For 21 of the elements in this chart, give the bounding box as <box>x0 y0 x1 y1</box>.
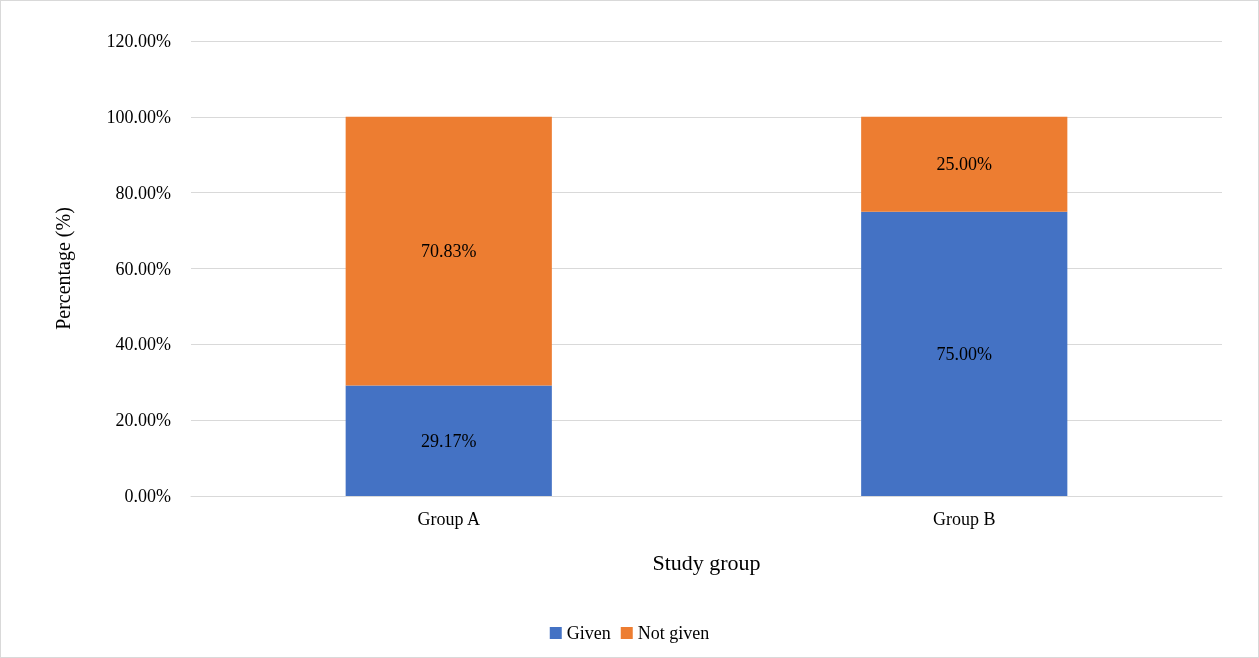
legend-label: Given <box>566 623 611 643</box>
x-tick-label: Group B <box>933 509 996 529</box>
x-tick-label: Group A <box>417 509 480 529</box>
y-tick-label: 0.00% <box>124 486 171 506</box>
bar <box>861 116 1068 212</box>
data-label: 70.83% <box>421 241 477 262</box>
legend-label: Not given <box>637 623 710 643</box>
data-label: 29.17% <box>421 430 477 451</box>
y-tick-label: 40.00% <box>115 334 171 355</box>
y-tick-label: 60.00% <box>115 258 171 279</box>
y-tick-label: 120.00% <box>106 31 171 51</box>
y-tick-label: 20.00% <box>115 410 171 431</box>
y-axis-title: Percentage (%) <box>52 207 75 330</box>
bar <box>345 385 552 496</box>
y-tick-label: 100.00% <box>106 106 171 127</box>
x-axis-title: Study group <box>652 549 761 575</box>
y-tick-label: 80.00% <box>115 182 171 203</box>
bar <box>345 116 552 386</box>
data-label: 25.00% <box>936 154 992 175</box>
data-label: 75.00% <box>936 343 992 364</box>
bar <box>861 211 1068 496</box>
